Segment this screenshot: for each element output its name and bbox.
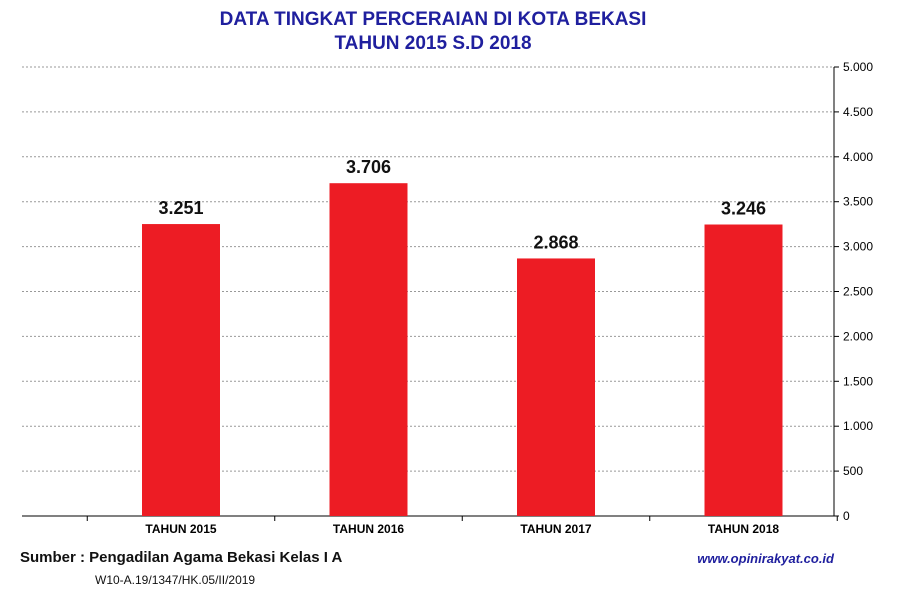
x-tick-label: TAHUN 2015 xyxy=(145,522,216,536)
y-tick-label: 1.500 xyxy=(843,374,873,388)
y-tick-label: 4.000 xyxy=(843,150,873,164)
y-tick-label: 0 xyxy=(843,509,850,523)
chart-title: DATA TINGKAT PERCERAIAN DI KOTA BEKASI xyxy=(219,9,647,30)
bar-chart: 0 500 1.000 1.500 2.000 2.500 3.000 3.500 4.000 4… xyxy=(22,60,873,536)
y-tick-label: 5.000 xyxy=(843,60,873,74)
source-note: Sumber : Pengadilan Agama Bekasi Kelas I… xyxy=(20,549,343,566)
y-tick-label: 2.500 xyxy=(843,285,873,299)
y-tick-label: 500 xyxy=(843,464,863,478)
data-label: 3.246 xyxy=(721,199,766,219)
y-tick-label: 3.500 xyxy=(843,195,873,209)
x-tick-label: TAHUN 2018 xyxy=(708,522,779,536)
y-tick-label: 1.000 xyxy=(843,419,873,433)
bar xyxy=(142,224,220,517)
bar xyxy=(329,183,408,516)
website-label: www.opinirakyat.co.id xyxy=(697,551,834,566)
bar xyxy=(704,224,783,516)
x-tick-label: TAHUN 2017 xyxy=(520,522,591,536)
data-label: 2.868 xyxy=(533,232,578,252)
y-tick-label: 4.500 xyxy=(843,105,873,119)
data-label: 3.706 xyxy=(346,157,391,177)
x-tick-label: TAHUN 2016 xyxy=(333,522,404,536)
data-label: 3.251 xyxy=(158,198,203,218)
bar xyxy=(517,258,595,516)
chart-subtitle: TAHUN 2015 S.D 2018 xyxy=(334,33,532,54)
y-tick-label: 2.000 xyxy=(843,329,873,343)
y-tick-label: 3.000 xyxy=(843,240,873,254)
reference-number: W10-A.19/1347/HK.05/II/2019 xyxy=(95,573,256,587)
